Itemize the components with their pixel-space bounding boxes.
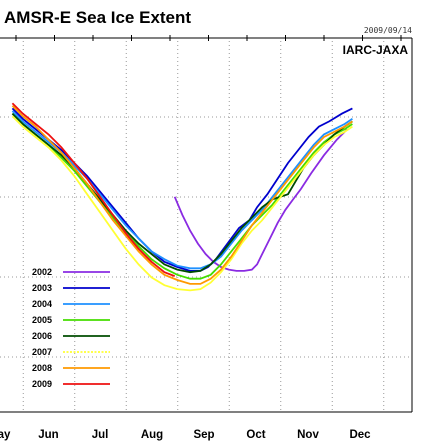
x-tick-label: Oct <box>246 429 265 441</box>
series-line-2007 <box>11 115 353 292</box>
x-tick-label: Sep <box>193 429 214 441</box>
legend-label-2009: 2009 <box>32 379 52 389</box>
legend: 2002 2003 2004 2005 2006 2007 2008 2009 <box>32 267 110 389</box>
gridlines <box>0 41 412 412</box>
x-tick-label: ay <box>0 429 11 441</box>
date-stamp: 2009/09/14 <box>364 26 412 35</box>
series-line-2008 <box>11 105 353 285</box>
legend-label-2007: 2007 <box>32 347 52 357</box>
legend-label-2003: 2003 <box>32 283 52 293</box>
series-line-2009 <box>11 102 176 277</box>
legend-label-2002: 2002 <box>32 267 52 277</box>
x-axis-ticks: ay Jun Jul Aug Sep Oct Nov Dec <box>0 429 371 441</box>
legend-label-2006: 2006 <box>32 331 52 341</box>
series-line-2004 <box>11 110 353 270</box>
series-layer <box>11 102 353 292</box>
chart-title: AMSR-E Sea Ice Extent <box>4 8 191 27</box>
top-axis <box>0 35 412 41</box>
legend-label-2004: 2004 <box>32 299 52 309</box>
legend-label-2008: 2008 <box>32 363 52 373</box>
x-tick-label: Jun <box>38 429 58 441</box>
series-line-2006 <box>11 112 353 274</box>
series-line-2002 <box>173 128 348 272</box>
x-tick-label: Aug <box>141 429 163 441</box>
x-tick-label: Nov <box>297 429 319 441</box>
org-label: IARC-JAXA <box>343 43 409 57</box>
series-line-2005 <box>11 112 353 280</box>
x-tick-label: Jul <box>92 429 109 441</box>
x-tick-label: Dec <box>349 429 371 441</box>
legend-label-2005: 2005 <box>32 315 52 325</box>
